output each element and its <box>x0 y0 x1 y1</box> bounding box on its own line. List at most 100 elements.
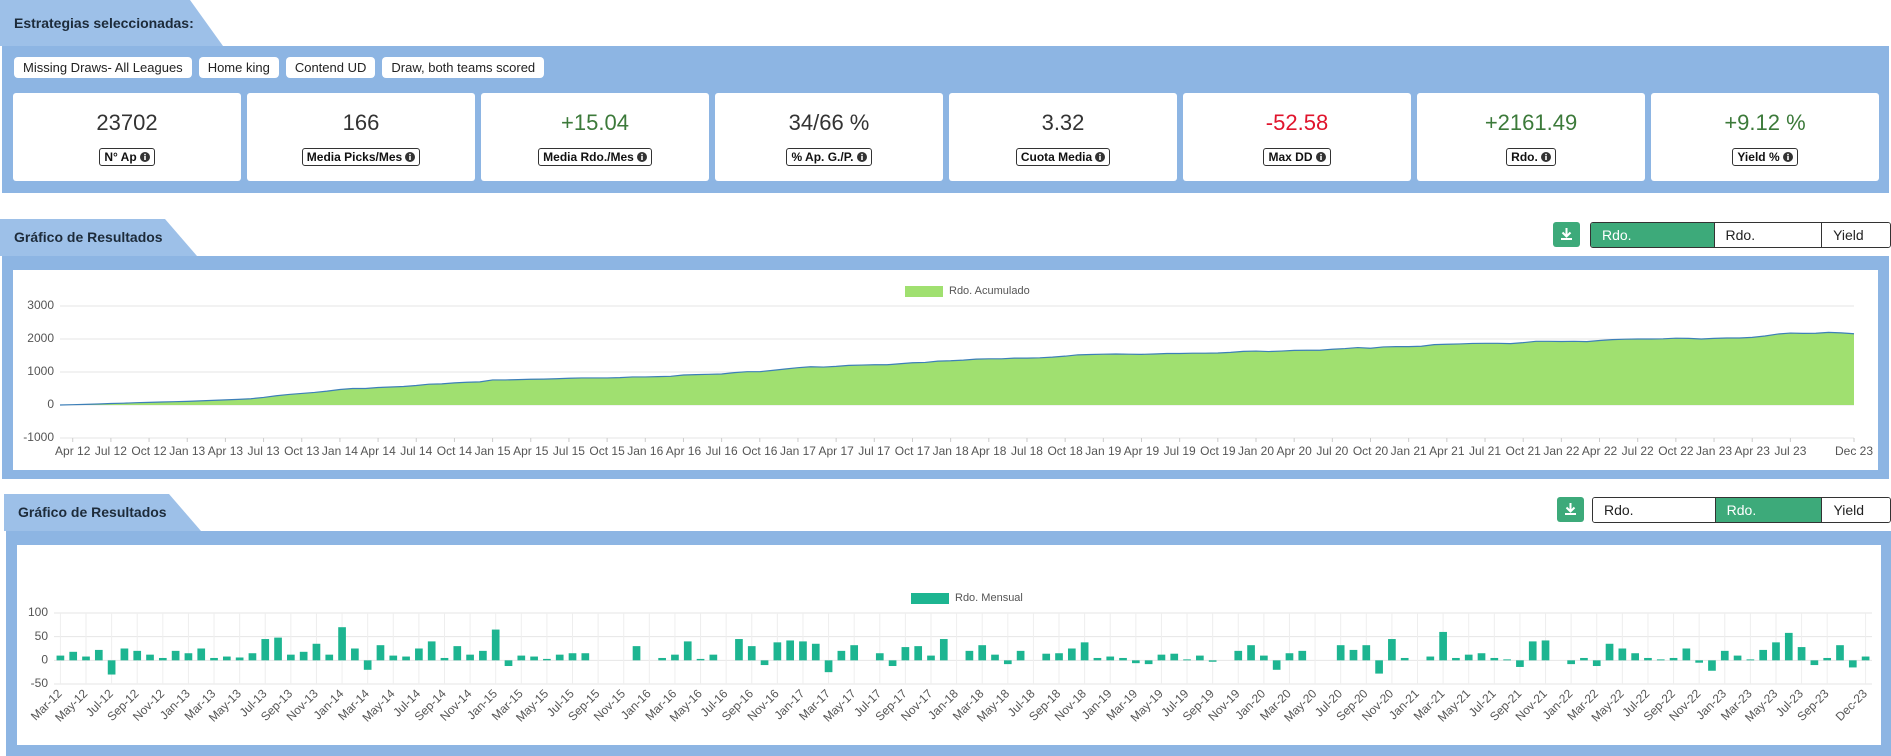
x-tick-label: Jul 23 <box>1774 444 1806 458</box>
bar <box>1541 640 1550 661</box>
bar <box>1234 650 1243 661</box>
tab-button[interactable]: Rdo. Mensual <box>1713 223 1822 247</box>
bar <box>1759 649 1768 661</box>
bar <box>658 657 666 661</box>
bar <box>248 653 257 661</box>
bar <box>133 650 142 661</box>
bar <box>1695 660 1704 663</box>
chart-card <box>17 545 1881 745</box>
stat-label: N° Ap <box>99 148 155 166</box>
bar <box>1131 660 1140 664</box>
stat-value: 34/66 % <box>788 110 870 135</box>
stat-label: Cuota Media <box>1015 148 1111 166</box>
x-tick-label: Apr 12 <box>55 444 91 458</box>
bar <box>1003 660 1012 665</box>
stat-value: 3.32 <box>1041 110 1085 135</box>
bar <box>504 660 513 667</box>
info-icon <box>1095 152 1106 162</box>
bar <box>1580 657 1588 661</box>
bar <box>1720 650 1729 661</box>
tab-button[interactable]: Rdo. Acumulado <box>1593 498 1715 522</box>
x-tick-label: Jul 20 <box>1316 444 1348 458</box>
bar <box>222 656 231 661</box>
bar <box>1452 657 1460 661</box>
stat-label-text: % Ap. G./P. <box>791 150 854 164</box>
y-tick-label: -1000 <box>23 430 54 444</box>
download-button[interactable] <box>1557 497 1584 522</box>
area-line <box>59 331 1855 406</box>
bar <box>1157 654 1166 661</box>
x-tick-label: Jul 12 <box>95 444 127 458</box>
bar <box>1055 653 1063 661</box>
x-tick-label: Jul 16 <box>706 444 738 458</box>
stat-card: +15.04 Media Rdo./Mes <box>481 93 709 181</box>
info-icon <box>1540 152 1551 162</box>
download-button[interactable] <box>1553 222 1580 247</box>
x-tick-label: Oct 12 <box>131 444 167 458</box>
bar <box>875 653 884 661</box>
bar <box>1080 642 1089 661</box>
stat-label-row: Max DD <box>1183 136 1411 166</box>
tab-shape <box>0 219 197 256</box>
x-tick-label: Jul 13 <box>248 444 280 458</box>
tab-button[interactable]: Rdo. Mensual <box>1714 498 1822 522</box>
x-tick-label: Jul 22 <box>1622 444 1654 458</box>
panel-title: Gráfico de Resultados <box>18 504 167 520</box>
bar <box>1272 660 1281 670</box>
x-tick-label: Jul 18 <box>1011 444 1043 458</box>
bar <box>1656 659 1665 661</box>
tab-button[interactable]: Yield % <box>1821 223 1890 247</box>
x-tick-label: Jan 15 <box>475 444 511 458</box>
bar <box>1644 657 1652 661</box>
bar <box>453 646 462 661</box>
bar <box>824 660 833 673</box>
button-group: Rdo. AcumuladoRdo. MensualYield % <box>1592 497 1891 523</box>
x-tick-label: Jan 21 <box>1391 444 1427 458</box>
bar <box>274 637 282 661</box>
y-tick-label: -50 <box>31 676 49 690</box>
info-icon <box>1782 152 1793 162</box>
bar <box>210 657 218 661</box>
filter-tag: Contend UD <box>285 57 376 78</box>
bar <box>1861 656 1870 661</box>
info-icon <box>405 152 416 162</box>
x-tick-label: Jan 19 <box>1085 444 1121 458</box>
bar <box>1196 655 1204 661</box>
bar <box>440 657 449 661</box>
stat-card: 166 Media Picks/Mes <box>247 93 475 181</box>
x-tick-label: Apr 14 <box>360 444 396 458</box>
tab-button[interactable]: Rdo. Acumulado <box>1591 223 1714 247</box>
stat-label-row: Rdo. <box>1417 136 1645 166</box>
x-tick-label: Jan 22 <box>1543 444 1579 458</box>
stat-label-row: Media Picks/Mes <box>247 136 475 166</box>
bar <box>299 651 308 661</box>
bar <box>1503 659 1511 661</box>
bar <box>376 645 385 661</box>
x-tick-label: Oct 19 <box>1200 444 1236 458</box>
x-tick-label: Jan 20 <box>1238 444 1274 458</box>
bar <box>530 656 538 661</box>
x-tick-label: Apr 17 <box>818 444 854 458</box>
stat-label-text: N° Ap <box>104 150 137 164</box>
stat-value: -52.58 <box>1265 110 1329 135</box>
panel-title: Gráfico de Resultados <box>14 229 163 245</box>
legend-swatch <box>905 286 943 297</box>
tab-button[interactable]: Yield % <box>1821 498 1890 522</box>
bar <box>1400 657 1409 661</box>
bar <box>978 645 987 661</box>
stat-label: Yield % <box>1732 148 1798 166</box>
download-icon <box>1561 228 1572 240</box>
filter-tag: Missing Draws- All Leagues <box>14 57 192 78</box>
bar <box>1298 650 1307 661</box>
bar <box>581 653 590 661</box>
x-tick-label: Jul 19 <box>1164 444 1196 458</box>
x-tick-label: Oct 13 <box>284 444 320 458</box>
bar <box>1618 648 1627 661</box>
bar <box>1631 653 1639 661</box>
bar <box>1093 657 1102 661</box>
bar <box>1848 660 1857 668</box>
bar <box>1208 660 1217 662</box>
bar <box>1733 655 1742 661</box>
